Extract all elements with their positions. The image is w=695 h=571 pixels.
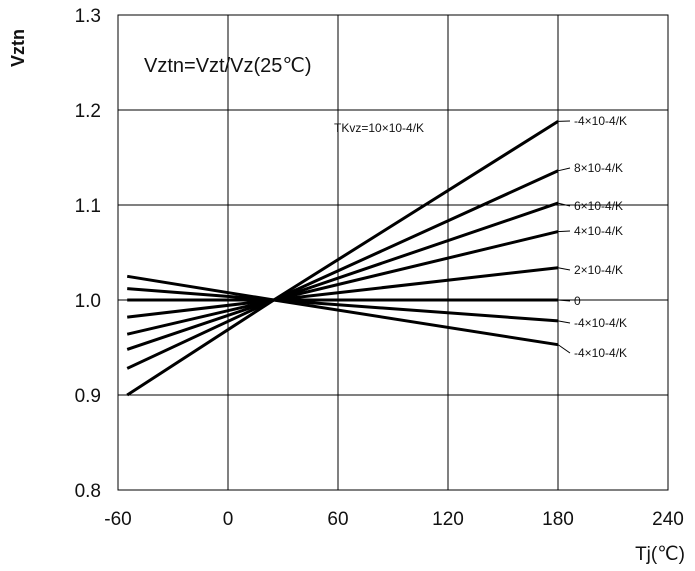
series-label: -4×10-4/K xyxy=(574,316,627,330)
series-line xyxy=(126,120,559,397)
tk-annotation: TKvz=10×10-4/K xyxy=(334,121,424,135)
label-leader xyxy=(557,202,571,207)
x-tick-label: 240 xyxy=(652,509,684,530)
x-tick-label: 0 xyxy=(223,509,234,530)
series-label: 6×10-4/K xyxy=(574,199,623,213)
x-tick-label: 60 xyxy=(327,509,348,530)
grid xyxy=(117,14,669,491)
series-label: 2×10-4/K xyxy=(574,263,623,277)
y-tick-label: 1.3 xyxy=(75,6,101,27)
y-tick-label: 1.1 xyxy=(75,196,101,217)
y-tick-label: 0.9 xyxy=(75,386,101,407)
label-leader xyxy=(557,167,571,172)
label-leader xyxy=(557,344,571,354)
series-line xyxy=(126,169,559,370)
tick-labels: -60 0 60 120 180 240 0.8 0.9 1.0 1.1 1.2 1.3 xyxy=(75,6,684,530)
series-line xyxy=(126,230,559,336)
x-axis-label: Tj(℃) xyxy=(635,544,685,565)
label-leader xyxy=(557,267,571,271)
series-labels: -4×10-4/K 8×10-4/K 6×10-4/K 4×10-4/K 2×10-4/… xyxy=(557,114,627,360)
series-label: 8×10-4/K xyxy=(574,161,623,175)
series-label: -4×10-4/K xyxy=(574,114,627,128)
y-axis-label: Vztn xyxy=(8,29,28,67)
formula-annotation: Vztn=Vzt/Vz(25℃) xyxy=(144,55,312,77)
x-tick-label: 120 xyxy=(432,509,464,530)
label-leader xyxy=(557,320,571,324)
y-tick-label: 0.8 xyxy=(75,481,101,502)
series-label: 4×10-4/K xyxy=(574,224,623,238)
y-tick-label: 1.2 xyxy=(75,101,101,122)
series-line xyxy=(126,274,559,347)
series-label: -4×10-4/K xyxy=(574,346,627,360)
x-tick-label: 180 xyxy=(542,509,574,530)
y-tick-label: 1.0 xyxy=(75,291,101,312)
plot-frame xyxy=(117,14,669,491)
series-label: 0 xyxy=(574,294,581,308)
label-leader xyxy=(557,230,571,233)
label-leader xyxy=(557,299,571,302)
x-tick-label: -60 xyxy=(104,509,131,530)
series-lines xyxy=(126,120,559,397)
